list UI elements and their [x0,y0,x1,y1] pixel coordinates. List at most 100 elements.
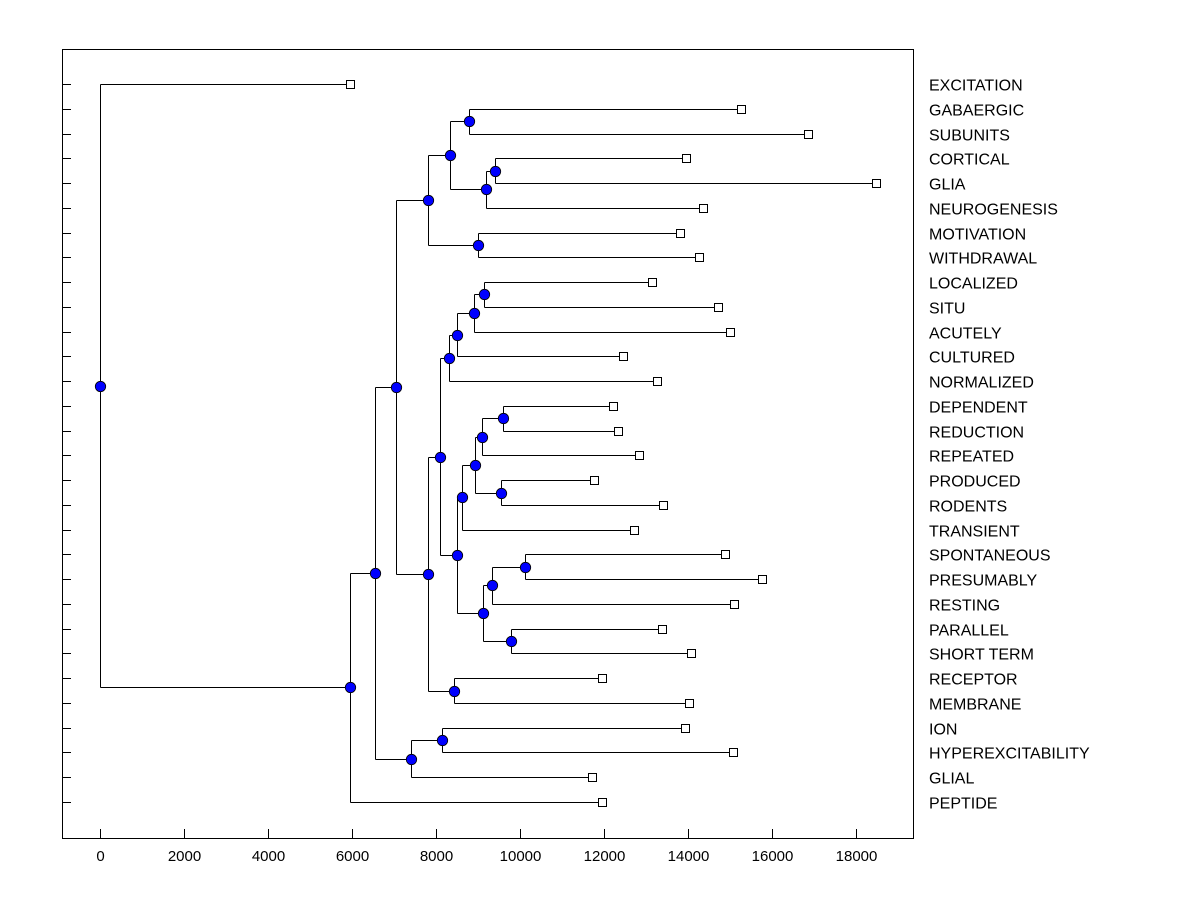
x-tick-label: 8000 [420,848,453,865]
leaf-label: EXCITATION [929,78,1023,95]
cluster-node [469,459,482,472]
cluster-node [436,734,449,747]
leaf-label: PRODUCED [929,474,1021,491]
leaf-label: ACUTELY [929,326,1002,343]
leaf-marker [685,699,694,708]
leaf-marker [609,402,618,411]
leaf-marker [699,204,708,213]
y-axis-ticks [62,84,71,803]
cluster-node [390,381,403,394]
leaf-marker [635,451,644,460]
leaf-marker [619,352,628,361]
leaf-label: SHORT TERM [929,647,1034,664]
cluster-node [476,431,489,444]
cluster-node [478,288,491,301]
cluster-node [422,568,435,581]
leaf-marker [676,229,685,238]
x-tick-label: 12000 [584,848,626,865]
leaf-marker [658,625,667,634]
leaf-label: GLIA [929,177,966,194]
leaf-label: GLIAL [929,771,974,788]
leaf-marker [598,674,607,683]
cluster-node [422,194,435,207]
leaf-label: REPEATED [929,449,1014,466]
leaf-label: SITU [929,301,965,318]
leaf-marker [758,575,767,584]
leaf-marker [682,154,691,163]
leaf-marker [681,724,690,733]
leaf-marker [648,278,657,287]
leaf-label: HYPEREXCITABILITY [929,746,1090,763]
leaf-label: RESTING [929,598,1000,615]
cluster-node [468,307,481,320]
leaf-label: PEPTIDE [929,796,997,813]
x-axis: 0 2000 4000 6000 8000 10000 12000 14000 16000 180… [96,829,877,865]
leaf-labels: EXCITATION GABAERGIC SUBUNITS CORTICAL GLIA N… [929,78,1090,813]
cluster-node [94,380,107,393]
leaf-label: WITHDRAWAL [929,251,1037,268]
x-tick-label: 4000 [252,848,285,865]
leaf-label: MEMBRANE [929,697,1021,714]
dendrogram-links [100,84,877,803]
leaf-label: RECEPTOR [929,672,1018,689]
cluster-node [463,115,476,128]
cluster-node [489,165,502,178]
x-tick-label: 14000 [668,848,710,865]
cluster-node [480,183,493,196]
dendrogram-nodes [94,115,532,766]
leaf-label: GABAERGIC [929,103,1024,120]
x-tick-label: 6000 [336,848,369,865]
leaf-label: REDUCTION [929,425,1024,442]
leaf-markers [346,80,881,807]
leaf-marker [630,526,639,535]
cluster-node [369,567,382,580]
leaf-marker [714,303,723,312]
x-tick-label: 10000 [500,848,542,865]
cluster-node [451,329,464,342]
leaf-label: MOTIVATION [929,227,1026,244]
leaf-marker [737,105,746,114]
leaf-label: SUBUNITS [929,128,1010,145]
leaf-label: ION [929,722,957,739]
cluster-node [472,239,485,252]
leaf-marker [614,427,623,436]
cluster-node [434,451,447,464]
leaf-marker [687,649,696,658]
leaf-label: NORMALIZED [929,375,1034,392]
leaf-label: PRESUMABLY [929,573,1038,590]
leaf-label: RODENTS [929,499,1007,516]
cluster-node [448,685,461,698]
leaf-marker [346,80,355,89]
cluster-node [456,491,469,504]
x-tick-label: 18000 [836,848,878,865]
leaf-marker [872,179,881,188]
leaf-label: SPONTANEOUS [929,548,1051,565]
leaf-marker [726,328,735,337]
leaf-label: DEPENDENT [929,400,1028,417]
leaf-label: CULTURED [929,350,1015,367]
cluster-node [497,412,510,425]
cluster-node [505,635,518,648]
leaf-label: NEUROGENESIS [929,202,1058,219]
leaf-marker [659,501,668,510]
cluster-node [443,352,456,365]
leaf-marker [598,798,607,807]
cluster-node [444,149,457,162]
x-tick-label: 16000 [752,848,794,865]
leaf-label: PARALLEL [929,623,1009,640]
leaf-label: LOCALIZED [929,276,1018,293]
leaf-marker [653,377,662,386]
plot-frame [62,49,914,839]
leaf-marker [590,476,599,485]
cluster-node [405,753,418,766]
leaf-marker [588,773,597,782]
leaf-marker [721,550,730,559]
x-tick-label: 0 [96,848,104,865]
x-tick-label: 2000 [168,848,201,865]
leaf-label: TRANSIENT [929,524,1020,541]
cluster-node [477,607,490,620]
leaf-label: CORTICAL [929,152,1010,169]
cluster-node [486,579,499,592]
cluster-node [344,681,357,694]
